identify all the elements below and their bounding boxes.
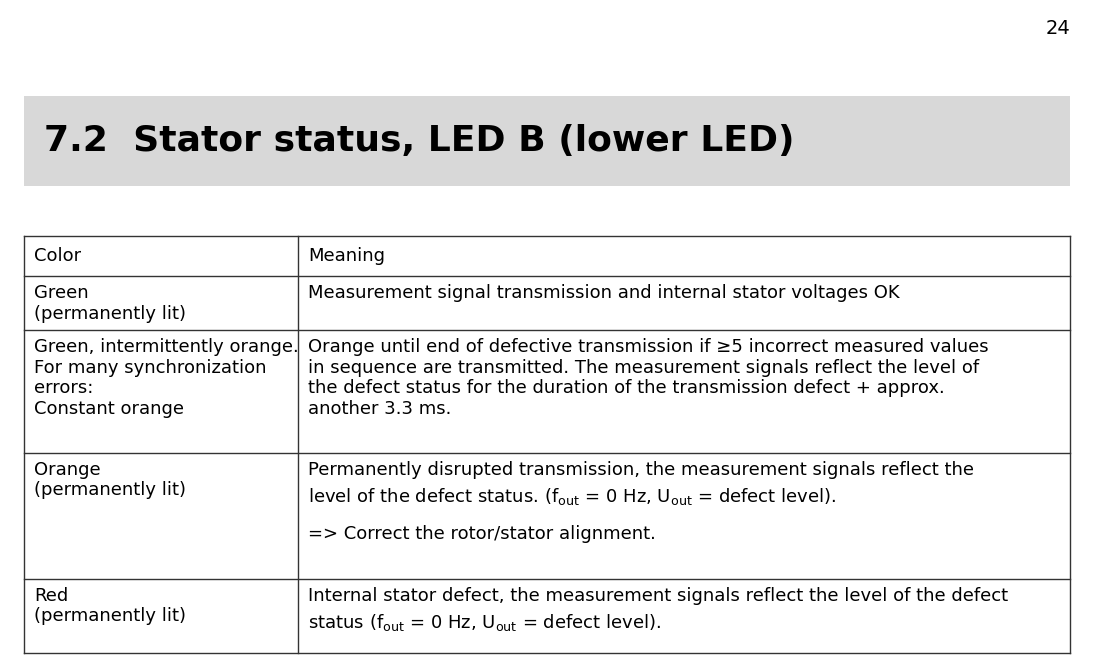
- Text: Permanently disrupted transmission, the measurement signals reflect the: Permanently disrupted transmission, the …: [307, 461, 974, 479]
- Text: Color: Color: [34, 247, 81, 265]
- Text: status ($\mathregular{f_{out}}$ = 0 Hz, $\mathregular{U_{out}}$ = defect level).: status ($\mathregular{f_{out}}$ = 0 Hz, …: [307, 612, 661, 632]
- Text: => Correct the rotor/stator alignment.: => Correct the rotor/stator alignment.: [307, 525, 655, 543]
- Text: 7.2  Stator status, LED B (lower LED): 7.2 Stator status, LED B (lower LED): [44, 124, 794, 158]
- Text: Green, intermittently orange.
For many synchronization
errors:
Constant orange: Green, intermittently orange. For many s…: [34, 338, 299, 418]
- Text: Orange until end of defective transmission if ≥5 incorrect measured values
in se: Orange until end of defective transmissi…: [307, 338, 989, 418]
- Text: Red
(permanently lit): Red (permanently lit): [34, 587, 186, 626]
- Text: 24: 24: [1045, 19, 1070, 38]
- Text: Internal stator defect, the measurement signals reflect the level of the defect: Internal stator defect, the measurement …: [307, 587, 1008, 604]
- Text: Meaning: Meaning: [307, 247, 385, 265]
- Text: level of the defect status. ($\mathregular{f_{out}}$ = 0 Hz, $\mathregular{U_{ou: level of the defect status. ($\mathregul…: [307, 485, 836, 507]
- Text: Orange
(permanently lit): Orange (permanently lit): [34, 461, 186, 499]
- Text: Green
(permanently lit): Green (permanently lit): [34, 284, 186, 323]
- Text: Measurement signal transmission and internal stator voltages OK: Measurement signal transmission and inte…: [307, 284, 899, 302]
